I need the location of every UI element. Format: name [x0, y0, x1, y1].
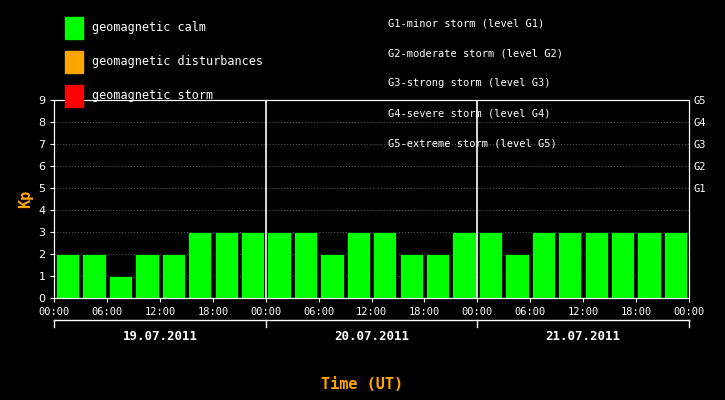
Bar: [426, 254, 450, 298]
Bar: [505, 254, 529, 298]
Bar: [109, 276, 132, 298]
Text: geomagnetic disturbances: geomagnetic disturbances: [92, 56, 263, 68]
Bar: [399, 254, 423, 298]
Bar: [637, 232, 660, 298]
Bar: [56, 254, 79, 298]
Text: 20.07.2011: 20.07.2011: [334, 330, 409, 343]
Text: geomagnetic storm: geomagnetic storm: [92, 90, 213, 102]
Bar: [320, 254, 344, 298]
Text: G5-extreme storm (level G5): G5-extreme storm (level G5): [388, 138, 557, 148]
Bar: [611, 232, 634, 298]
Bar: [452, 232, 476, 298]
Text: G3-strong storm (level G3): G3-strong storm (level G3): [388, 78, 550, 88]
Y-axis label: Kp: Kp: [17, 190, 33, 208]
Text: G1-minor storm (level G1): G1-minor storm (level G1): [388, 18, 544, 28]
Bar: [188, 232, 212, 298]
Text: Time (UT): Time (UT): [321, 377, 404, 392]
Text: geomagnetic calm: geomagnetic calm: [92, 22, 206, 34]
Bar: [664, 232, 687, 298]
Bar: [294, 232, 317, 298]
Bar: [215, 232, 238, 298]
Bar: [268, 232, 291, 298]
Bar: [241, 232, 264, 298]
Bar: [558, 232, 581, 298]
Text: 21.07.2011: 21.07.2011: [545, 330, 621, 343]
Bar: [83, 254, 106, 298]
Bar: [584, 232, 608, 298]
Bar: [373, 232, 397, 298]
Bar: [136, 254, 159, 298]
Bar: [479, 232, 502, 298]
Bar: [162, 254, 185, 298]
Bar: [531, 232, 555, 298]
Text: G2-moderate storm (level G2): G2-moderate storm (level G2): [388, 48, 563, 58]
Text: 19.07.2011: 19.07.2011: [123, 330, 198, 343]
Text: G4-severe storm (level G4): G4-severe storm (level G4): [388, 108, 550, 118]
Bar: [347, 232, 370, 298]
